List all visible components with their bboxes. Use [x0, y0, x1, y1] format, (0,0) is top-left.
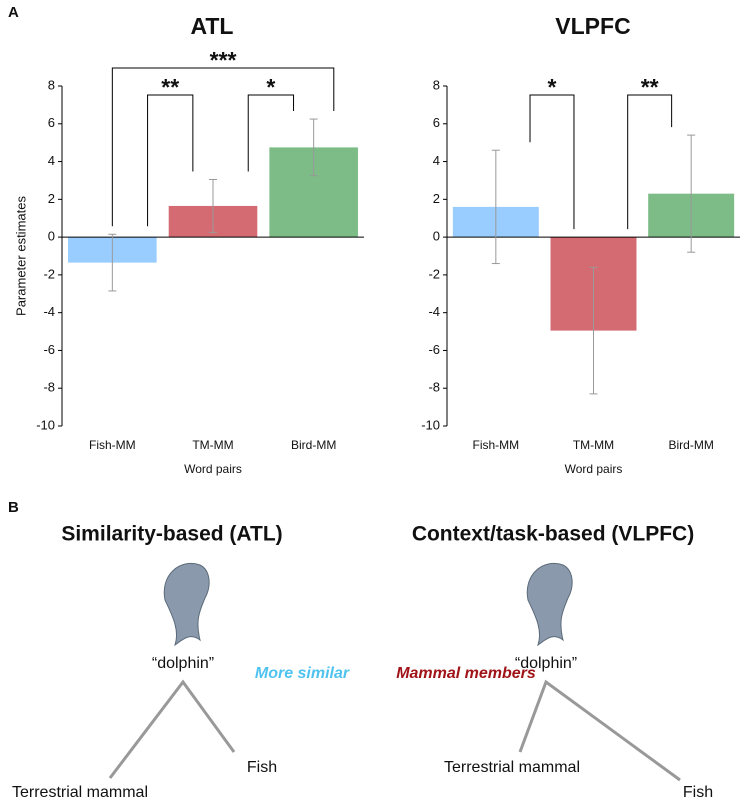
far-item: Terrestrial mammal: [12, 784, 148, 801]
x-tick-label: TM-MM: [573, 438, 614, 452]
panel-label: A: [8, 4, 19, 21]
significance-label: **: [641, 74, 659, 100]
y-axis-label: Parameter estimates: [13, 196, 28, 316]
y-tick-label: -10: [36, 417, 55, 432]
y-tick-label: 6: [48, 115, 55, 130]
connector: [108, 679, 681, 782]
y-tick-label: 0: [433, 229, 440, 244]
y-tick-label: -6: [428, 342, 440, 357]
significance-label: *: [266, 74, 275, 100]
significance-label: **: [161, 74, 179, 100]
y-tick-label: -4: [428, 304, 440, 319]
significance-label: *: [548, 74, 557, 100]
relation-label: More similar: [255, 665, 350, 682]
significance-label: ***: [210, 47, 237, 73]
error-bar: [108, 233, 117, 292]
y-tick-label: 8: [48, 77, 55, 92]
near-item: Fish: [247, 759, 277, 776]
diagram-title: Similarity-based (ATL): [61, 523, 282, 546]
relation-label: Mammal members: [396, 665, 536, 682]
significance-bracket: [111, 67, 335, 227]
significance-bracket: [627, 94, 673, 230]
significance-bracket: [529, 94, 575, 230]
y-tick-label: 2: [433, 191, 440, 206]
y-tick-label: -8: [43, 380, 55, 395]
far-item: Fish: [683, 784, 713, 801]
error-bar: [309, 118, 318, 177]
error-bar: [209, 179, 217, 233]
y-tick-label: -2: [43, 266, 55, 281]
error-bar: [491, 149, 500, 265]
panel-label: B: [8, 499, 19, 516]
y-tick-label: -6: [43, 342, 55, 357]
x-tick-label: Bird-MM: [669, 438, 714, 452]
x-tick-label: Bird-MM: [291, 438, 336, 452]
x-axis-label: Word pairs: [565, 462, 623, 476]
word: “dolphin”: [515, 655, 577, 672]
y-tick-label: -10: [421, 417, 440, 432]
chart-title: ATL: [190, 13, 233, 39]
significance-bracket: [147, 94, 194, 227]
y-tick-label: 2: [48, 191, 55, 206]
x-tick-label: Fish-MM: [89, 438, 136, 452]
x-axis-label: Word pairs: [184, 462, 242, 476]
near-item: Terrestrial mammal: [444, 759, 580, 776]
y-tick-label: -8: [428, 380, 440, 395]
x-tick-label: Fish-MM: [472, 438, 519, 452]
x-tick-label: TM-MM: [192, 438, 233, 452]
diagram-title: Context/task-based (VLPFC): [412, 523, 694, 546]
y-tick-label: -4: [43, 304, 55, 319]
y-tick-label: 4: [433, 153, 440, 168]
y-tick-label: 4: [48, 153, 55, 168]
y-tick-label: 6: [433, 115, 440, 130]
chart-title: VLPFC: [555, 13, 630, 39]
dolphin-icon: [163, 563, 573, 647]
y-tick-label: -2: [428, 266, 440, 281]
significance-bracket: [247, 94, 295, 172]
error-bar: [589, 266, 598, 395]
y-tick-label: 8: [433, 77, 440, 92]
error-bar: [687, 134, 696, 253]
y-tick-label: 0: [48, 229, 55, 244]
word: “dolphin”: [152, 655, 214, 672]
